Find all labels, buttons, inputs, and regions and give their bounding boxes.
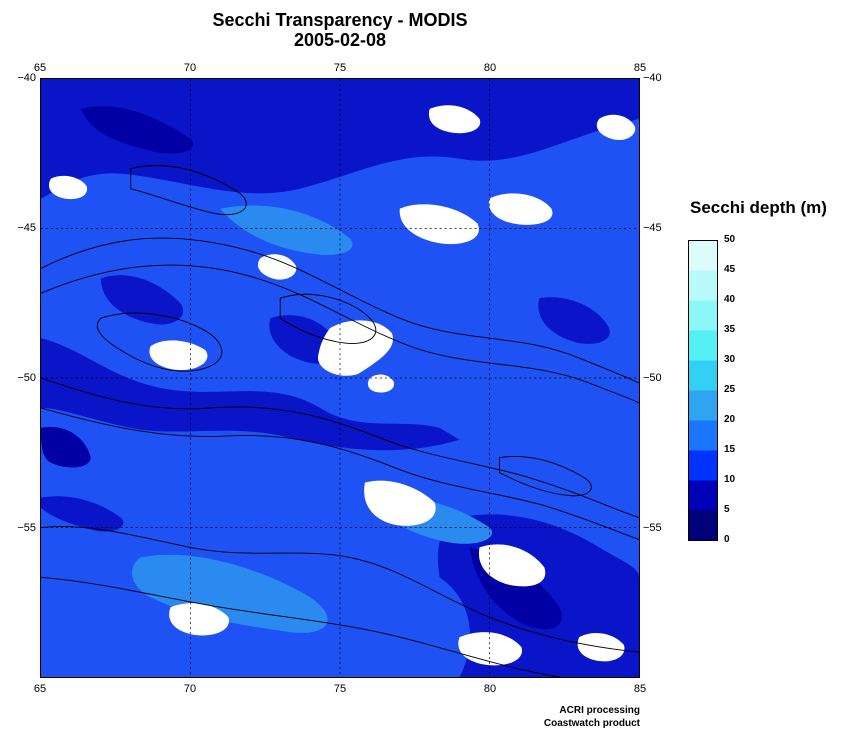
- colorbar-label: 15: [724, 444, 736, 455]
- x-tick-top-85: 85: [633, 62, 647, 74]
- credit-processing: ACRI processing: [559, 705, 640, 716]
- colorbar-swatch: [688, 300, 718, 331]
- colorbar-label: 25: [724, 384, 736, 395]
- colorbar-swatch: [688, 240, 718, 271]
- colorbar-swatch: [688, 510, 718, 541]
- colorbar-swatch: [688, 270, 718, 301]
- y-tick-right-55: −55: [643, 522, 662, 534]
- y-tick-left-40: −40: [17, 72, 36, 84]
- y-tick-right-50: −50: [643, 372, 662, 384]
- x-tick-bottom-70: 70: [183, 683, 197, 695]
- colorbar-label: 0: [724, 534, 730, 545]
- colorbar-swatch: [688, 480, 718, 511]
- colorbar-label: 45: [724, 264, 736, 275]
- x-tick-top-80: 80: [483, 62, 497, 74]
- colorbar-label: 50: [724, 234, 736, 245]
- y-tick-left-45: −45: [17, 222, 36, 234]
- map-title: Secchi Transparency - MODIS: [212, 10, 468, 30]
- bathymetry-contours: [41, 165, 639, 677]
- colorbar-swatch: [688, 330, 718, 361]
- colorbar-label: 5: [724, 504, 730, 515]
- colorbar-label: 30: [724, 354, 736, 365]
- x-tick-bottom-65: 65: [33, 683, 47, 695]
- map-date: 2005-02-08: [293, 30, 387, 50]
- colorbar-label: 40: [724, 294, 736, 305]
- colorbar-swatch: [688, 360, 718, 391]
- x-tick-top-65: 65: [33, 62, 47, 74]
- colorbar: [688, 240, 718, 541]
- y-tick-right-45: −45: [643, 222, 662, 234]
- colorbar-label: 35: [724, 324, 736, 335]
- colorbar-title: Secchi depth (m): [690, 198, 827, 217]
- colorbar-swatch: [688, 420, 718, 451]
- y-tick-right-40: −40: [643, 72, 662, 84]
- x-tick-top-75: 75: [333, 62, 347, 74]
- colorbar-label: 10: [724, 474, 736, 485]
- colorbar-label: 20: [724, 414, 736, 425]
- colorbar-swatch: [688, 390, 718, 421]
- x-tick-bottom-75: 75: [333, 683, 347, 695]
- x-tick-top-70: 70: [183, 62, 197, 74]
- x-tick-bottom-85: 85: [633, 683, 647, 695]
- cloud-mask-areas: [48, 105, 636, 666]
- x-tick-bottom-80: 80: [483, 683, 497, 695]
- credit-product: Coastwatch product: [543, 718, 640, 729]
- colorbar-swatch: [688, 450, 718, 481]
- colorbar-frame: [688, 240, 718, 541]
- secchi-map: [40, 78, 640, 678]
- y-tick-left-55: −55: [17, 522, 36, 534]
- y-tick-left-50: −50: [17, 372, 36, 384]
